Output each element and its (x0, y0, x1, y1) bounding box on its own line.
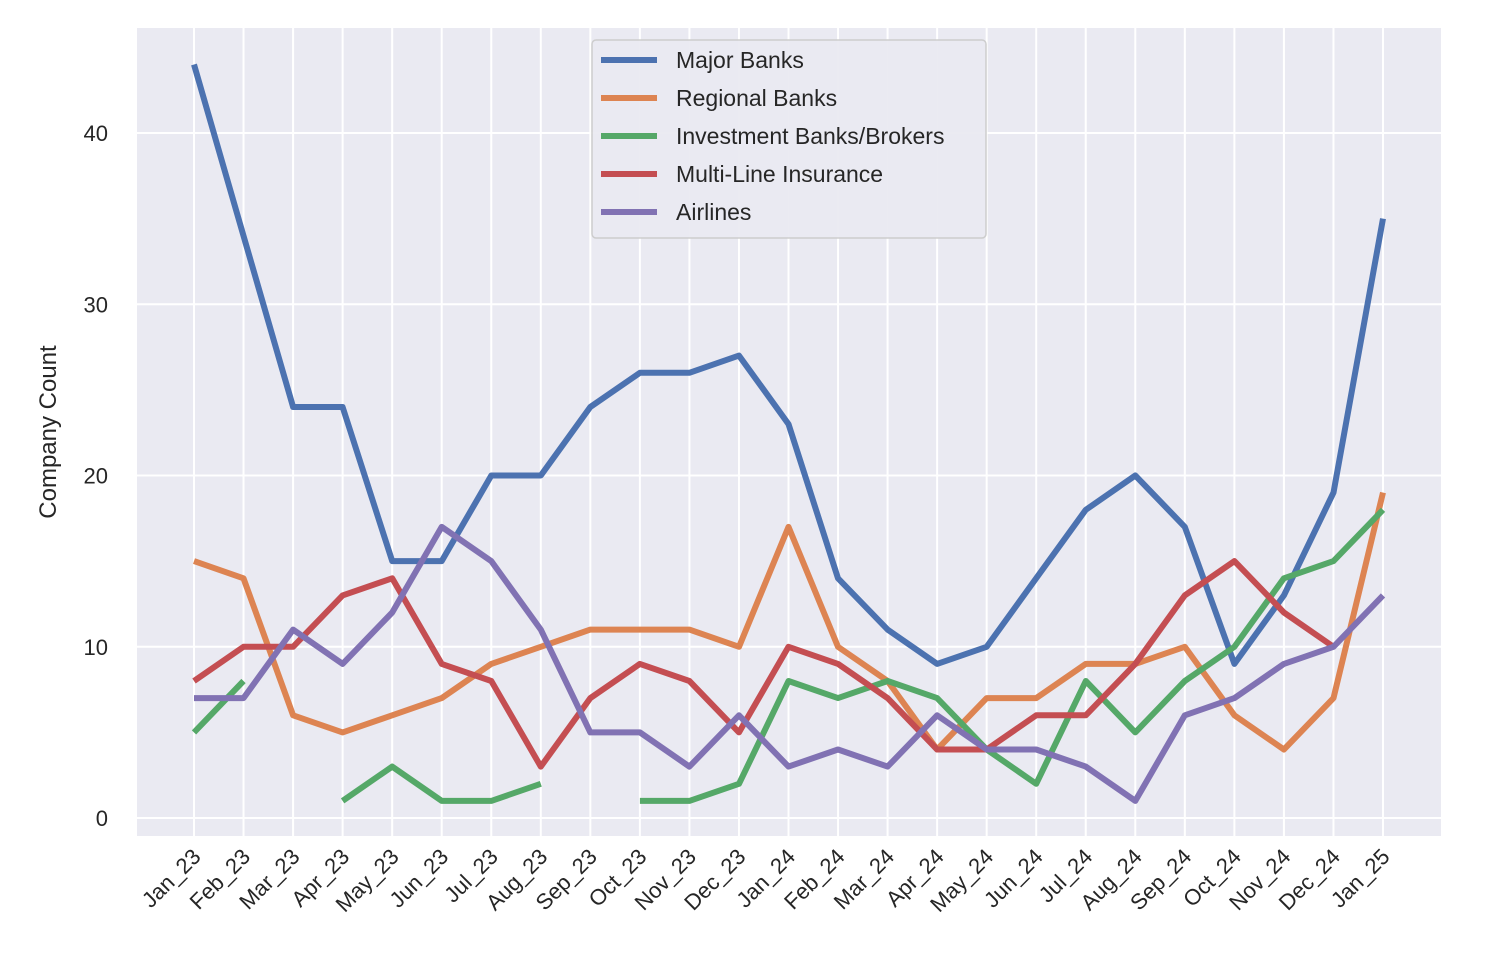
y-tick-label: 20 (84, 464, 108, 489)
legend-label: Airlines (676, 199, 751, 225)
y-tick-label: 10 (84, 635, 108, 660)
series-regional-banks (193, 491, 1386, 753)
legend-items: Major Banks Regional Banks Investment Bank… (601, 47, 944, 225)
series-airlines (194, 523, 1386, 804)
y-tick-label: 40 (84, 121, 108, 146)
x-tick-labels: Jan_23Feb_23Mar_23Apr_23May_23Jun_23Jul_… (137, 844, 1395, 917)
legend-label: Regional Banks (676, 85, 837, 111)
series-line (191, 63, 1386, 667)
series-line (340, 763, 542, 804)
legend-label: Major Banks (676, 47, 804, 73)
series-line (194, 523, 1386, 804)
series-line (192, 558, 1336, 770)
y-tick-label: 0 (96, 806, 108, 831)
y-tick-label: 30 (84, 292, 108, 317)
series-major-banks (191, 63, 1386, 667)
legend-label: Investment Banks/Brokers (676, 123, 944, 149)
series-lines (191, 63, 1386, 804)
y-axis-label: Company Count (35, 345, 62, 519)
y-tick-labels: 0 10 20 30 40 (84, 121, 108, 831)
legend-box (591, 39, 987, 239)
series-line (639, 507, 1386, 804)
legend: Major Banks Regional Banks Investment Bank… (591, 39, 987, 239)
series-investment-banks-brokers (191, 507, 1386, 804)
legend-label: Multi-Line Insurance (676, 161, 883, 187)
series-multi-line-insurance (192, 558, 1336, 770)
series-line (193, 491, 1386, 753)
series-line (191, 678, 246, 735)
